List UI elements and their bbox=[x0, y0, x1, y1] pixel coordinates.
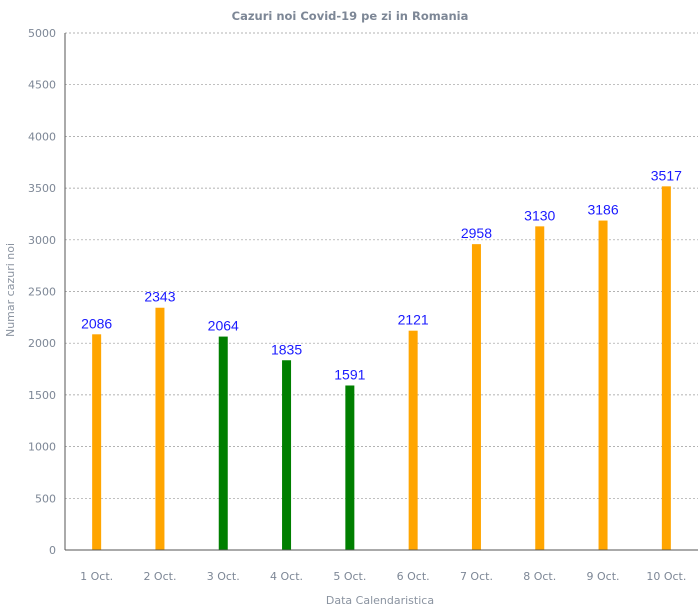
x-axis-title: Data Calendaristica bbox=[326, 594, 434, 607]
data-label: 2343 bbox=[144, 289, 175, 305]
bar bbox=[598, 220, 608, 550]
y-tick-label: 500 bbox=[35, 492, 56, 505]
bars bbox=[92, 186, 671, 550]
y-tick-label: 0 bbox=[49, 544, 56, 557]
bar bbox=[92, 334, 102, 550]
bar bbox=[535, 226, 545, 550]
data-label: 2064 bbox=[208, 318, 239, 334]
y-tick-label: 4000 bbox=[28, 130, 56, 143]
x-tick-label: 6 Oct. bbox=[397, 570, 430, 583]
y-tick-label: 4500 bbox=[28, 79, 56, 92]
y-axis-ticks: 0 500 1000 1500 2000 2500 3000 3500 4000 4500 5000 bbox=[28, 27, 56, 557]
y-tick-label: 1000 bbox=[28, 441, 56, 454]
bar bbox=[345, 385, 355, 550]
x-tick-label: 7 Oct. bbox=[460, 570, 493, 583]
bar bbox=[282, 360, 292, 550]
data-label: 1835 bbox=[271, 341, 302, 357]
data-labels: 2086 2343 2064 1835 1591 2121 2958 3130 3186 3517 bbox=[81, 167, 682, 382]
data-label: 3130 bbox=[524, 207, 555, 223]
y-tick-label: 2000 bbox=[28, 337, 56, 350]
bar bbox=[471, 244, 481, 550]
data-label: 3517 bbox=[651, 167, 682, 183]
data-label: 2086 bbox=[81, 315, 112, 331]
x-tick-label: 2 Oct. bbox=[143, 570, 176, 583]
bar bbox=[155, 307, 165, 550]
x-tick-label: 10 Oct. bbox=[646, 570, 686, 583]
gridlines bbox=[65, 32, 698, 499]
x-tick-label: 3 Oct. bbox=[207, 570, 240, 583]
x-tick-label: 5 Oct. bbox=[333, 570, 366, 583]
data-label: 2121 bbox=[398, 312, 429, 328]
data-label: 1591 bbox=[334, 366, 365, 382]
x-axis-ticks: 1 Oct. 2 Oct. 3 Oct. 4 Oct. 5 Oct. 6 Oct. 7 Oc… bbox=[80, 570, 686, 583]
x-tick-label: 9 Oct. bbox=[587, 570, 620, 583]
y-tick-label: 5000 bbox=[28, 27, 56, 40]
x-tick-label: 8 Oct. bbox=[523, 570, 556, 583]
y-tick-label: 1500 bbox=[28, 389, 56, 402]
data-label: 3186 bbox=[587, 202, 618, 218]
x-tick-label: 1 Oct. bbox=[80, 570, 113, 583]
y-tick-label: 3000 bbox=[28, 234, 56, 247]
x-tick-label: 4 Oct. bbox=[270, 570, 303, 583]
bar bbox=[408, 330, 418, 550]
y-tick-label: 2500 bbox=[28, 286, 56, 299]
y-axis-title: Numar cazuri noi bbox=[4, 243, 17, 337]
y-tick-label: 3500 bbox=[28, 182, 56, 195]
bar bbox=[218, 336, 228, 550]
chart-title: Cazuri noi Covid-19 pe zi in Romania bbox=[232, 9, 469, 23]
bar bbox=[661, 186, 671, 550]
data-label: 2958 bbox=[461, 225, 492, 241]
